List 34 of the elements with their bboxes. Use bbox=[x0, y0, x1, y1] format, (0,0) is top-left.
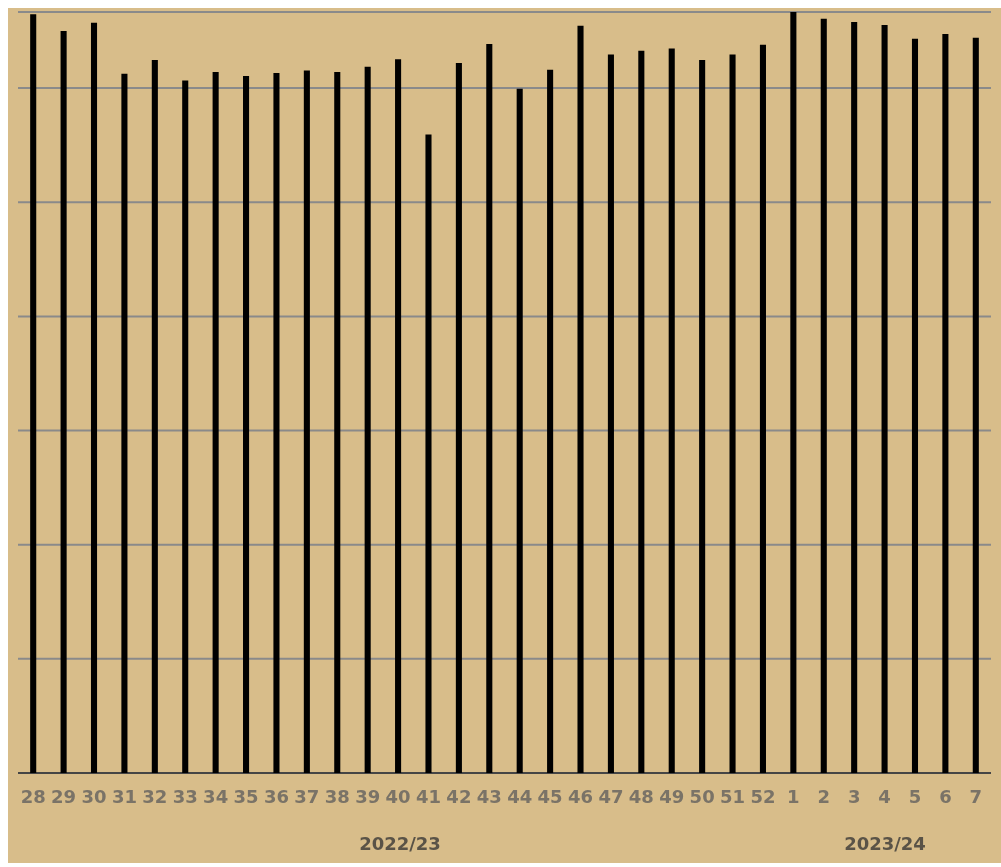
x-tick-label: 49 bbox=[659, 786, 685, 807]
x-tick-label: 29 bbox=[51, 786, 77, 807]
x-tick-label: 42 bbox=[446, 786, 472, 807]
text: 2022/23 bbox=[359, 833, 441, 854]
x-tick-label: 37 bbox=[294, 786, 320, 807]
x-tick-label: 7 bbox=[969, 786, 983, 807]
x-tick-label: 2 bbox=[817, 786, 831, 807]
x-tick-label: 40 bbox=[385, 786, 411, 807]
x-tick-label: 31 bbox=[111, 786, 137, 807]
x-tick-label: 3 bbox=[847, 786, 861, 807]
x-tick-label: 1 bbox=[787, 786, 800, 807]
x-tick-label: 51 bbox=[720, 786, 746, 807]
text: 2023/24 bbox=[844, 833, 926, 854]
x-tick-label: 48 bbox=[628, 786, 654, 807]
x-tick-label: 46 bbox=[567, 786, 594, 807]
x-tick-label: 35 bbox=[233, 786, 259, 807]
x-tick-label: 4 bbox=[878, 786, 891, 807]
x-tick-label: 5 bbox=[908, 786, 922, 807]
x-tick-label: 36 bbox=[263, 786, 289, 807]
x-tick-label: 6 bbox=[939, 786, 952, 807]
x-tick-label: 28 bbox=[20, 786, 46, 807]
x-tick-label: 43 bbox=[476, 786, 502, 807]
x-tick-label: 44 bbox=[507, 786, 533, 807]
x-tick-label: 45 bbox=[537, 786, 563, 807]
x-tick-label: 32 bbox=[142, 786, 168, 807]
x-tick-label: 33 bbox=[172, 786, 198, 807]
x-tick-label: 50 bbox=[689, 786, 715, 807]
x-tick-label: 38 bbox=[324, 786, 350, 807]
x-tick-label: 30 bbox=[81, 786, 107, 807]
x-tick-label: 39 bbox=[355, 786, 381, 807]
x-tick-label: 47 bbox=[598, 786, 624, 807]
x-tick-label: 41 bbox=[415, 786, 442, 807]
x-tick-label: 34 bbox=[203, 786, 229, 807]
x-tick-label: 52 bbox=[750, 786, 776, 807]
